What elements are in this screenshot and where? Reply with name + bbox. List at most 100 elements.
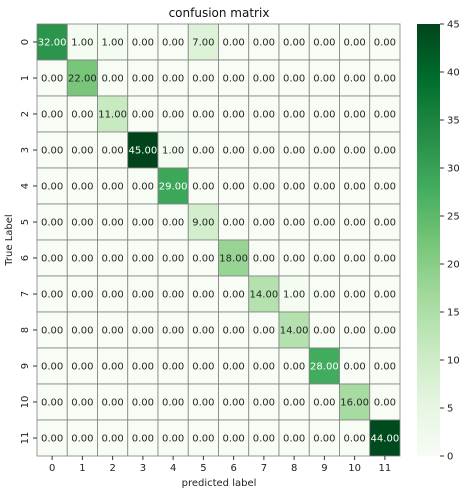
cell-value-label: 0.00 bbox=[253, 362, 275, 373]
heatmap-cell bbox=[127, 59, 159, 97]
cell-value-label: 0.00 bbox=[192, 182, 214, 193]
cell-value-label: 0.00 bbox=[283, 362, 305, 373]
cell-value-label: 0.00 bbox=[101, 290, 123, 301]
heatmap-cell bbox=[127, 131, 159, 169]
cell-value-label: 0.00 bbox=[132, 362, 154, 373]
heatmap-cell bbox=[369, 59, 401, 97]
heatmap-cell bbox=[248, 311, 280, 349]
cell-value-label: 0.00 bbox=[101, 146, 123, 157]
cell-value-label: 0.00 bbox=[343, 38, 365, 49]
chart-title: confusion matrix bbox=[169, 6, 270, 20]
cell-value-label: 0.00 bbox=[374, 74, 396, 85]
y-tick-label: 11 bbox=[20, 432, 31, 445]
heatmap-cell bbox=[36, 239, 68, 277]
cell-value-label: 0.00 bbox=[162, 110, 184, 121]
cell-value-label: 0.00 bbox=[162, 38, 184, 49]
heatmap-cell bbox=[248, 59, 280, 97]
heatmap-cell bbox=[308, 239, 340, 277]
heatmap-cell bbox=[248, 383, 280, 421]
heatmap-cell bbox=[218, 203, 250, 241]
cell-value-label: 1.00 bbox=[283, 290, 305, 301]
cell-value-label: 0.00 bbox=[374, 38, 396, 49]
cell-value-label: 16.00 bbox=[340, 398, 369, 409]
heatmap-cell bbox=[339, 347, 371, 385]
cell-value-label: 0.00 bbox=[41, 110, 63, 121]
heatmap-cell bbox=[187, 203, 219, 241]
heatmap-cell bbox=[308, 203, 340, 241]
cell-value-label: 0.00 bbox=[132, 290, 154, 301]
y-tick-label: 2 bbox=[20, 111, 31, 117]
cell-value-label: 0.00 bbox=[253, 146, 275, 157]
cell-value-label: 0.00 bbox=[343, 254, 365, 265]
cell-value-label: 0.00 bbox=[222, 434, 244, 445]
cell-value-label: 0.00 bbox=[132, 38, 154, 49]
colorbar-tick-label: 35 bbox=[447, 116, 460, 127]
heatmap-cells: 32.00 1.00 1.00 0.00 0.00 7.00 0.00 0.00 0.00 0.0… bbox=[36, 23, 401, 457]
cell-value-label: 0.00 bbox=[253, 254, 275, 265]
cell-value-label: 0.00 bbox=[374, 326, 396, 337]
heatmap-cell bbox=[248, 167, 280, 205]
cell-value-label: 0.00 bbox=[222, 110, 244, 121]
cell-value-label: 0.00 bbox=[71, 434, 93, 445]
x-axis-ticks: 0 1 2 3 4 5 6 7 8 9 10 11 bbox=[49, 456, 391, 474]
cell-value-label: 0.00 bbox=[343, 290, 365, 301]
y-axis-label: True Label bbox=[4, 214, 15, 266]
cell-value-label: 0.00 bbox=[374, 110, 396, 121]
cell-value-label: 0.00 bbox=[192, 326, 214, 337]
heatmap-cell bbox=[339, 59, 371, 97]
cell-value-label: 0.00 bbox=[101, 74, 123, 85]
heatmap-cell bbox=[97, 167, 129, 205]
cell-value-label: 0.00 bbox=[283, 434, 305, 445]
heatmap-cell bbox=[66, 23, 98, 61]
heatmap-cell bbox=[157, 275, 189, 313]
cell-value-label: 0.00 bbox=[283, 74, 305, 85]
cell-value-label: 0.00 bbox=[313, 218, 335, 229]
cell-value-label: 22.00 bbox=[68, 74, 97, 85]
cell-value-label: 0.00 bbox=[162, 434, 184, 445]
heatmap-cell bbox=[36, 167, 68, 205]
cell-value-label: 0.00 bbox=[253, 74, 275, 85]
cell-value-label: 1.00 bbox=[162, 146, 184, 157]
cell-value-label: 0.00 bbox=[222, 362, 244, 373]
cell-value-label: 0.00 bbox=[132, 434, 154, 445]
heatmap-cell bbox=[308, 347, 340, 385]
cell-value-label: 0.00 bbox=[343, 218, 365, 229]
heatmap-cell bbox=[36, 131, 68, 169]
heatmap-cell bbox=[187, 167, 219, 205]
heatmap-cell bbox=[218, 131, 250, 169]
cell-value-label: 0.00 bbox=[283, 38, 305, 49]
cell-value-label: 0.00 bbox=[253, 182, 275, 193]
heatmap-cell bbox=[66, 383, 98, 421]
cell-value-label: 0.00 bbox=[132, 74, 154, 85]
heatmap-cell bbox=[369, 239, 401, 277]
heatmap-cell bbox=[339, 239, 371, 277]
x-tick-label: 1 bbox=[79, 463, 85, 474]
heatmap-cell bbox=[66, 311, 98, 349]
heatmap-cell bbox=[97, 239, 129, 277]
cell-value-label: 0.00 bbox=[162, 254, 184, 265]
cell-value-label: 0.00 bbox=[283, 110, 305, 121]
heatmap-cell bbox=[369, 131, 401, 169]
cell-value-label: 0.00 bbox=[253, 218, 275, 229]
heatmap-cell bbox=[248, 203, 280, 241]
cell-value-label: 0.00 bbox=[313, 254, 335, 265]
cell-value-label: 28.00 bbox=[310, 362, 339, 373]
cell-value-label: 0.00 bbox=[162, 362, 184, 373]
heatmap-cell bbox=[369, 419, 401, 457]
cell-value-label: 0.00 bbox=[374, 290, 396, 301]
cell-value-label: 0.00 bbox=[374, 254, 396, 265]
y-tick-label: 8 bbox=[20, 327, 31, 333]
heatmap-cell bbox=[157, 167, 189, 205]
cell-value-label: 18.00 bbox=[219, 254, 248, 265]
y-tick-label: 4 bbox=[20, 183, 31, 189]
cell-value-label: 0.00 bbox=[374, 362, 396, 373]
cell-value-label: 0.00 bbox=[313, 434, 335, 445]
x-tick-label: 5 bbox=[200, 463, 206, 474]
x-axis-label: predicted label bbox=[182, 478, 257, 489]
y-axis-ticks: 0 1 2 3 4 5 6 7 8 9 10 11 bbox=[20, 39, 37, 445]
cell-value-label: 0.00 bbox=[192, 74, 214, 85]
cell-value-label: 0.00 bbox=[71, 254, 93, 265]
heatmap-cell bbox=[248, 347, 280, 385]
heatmap-cell bbox=[157, 239, 189, 277]
heatmap-cell bbox=[218, 311, 250, 349]
